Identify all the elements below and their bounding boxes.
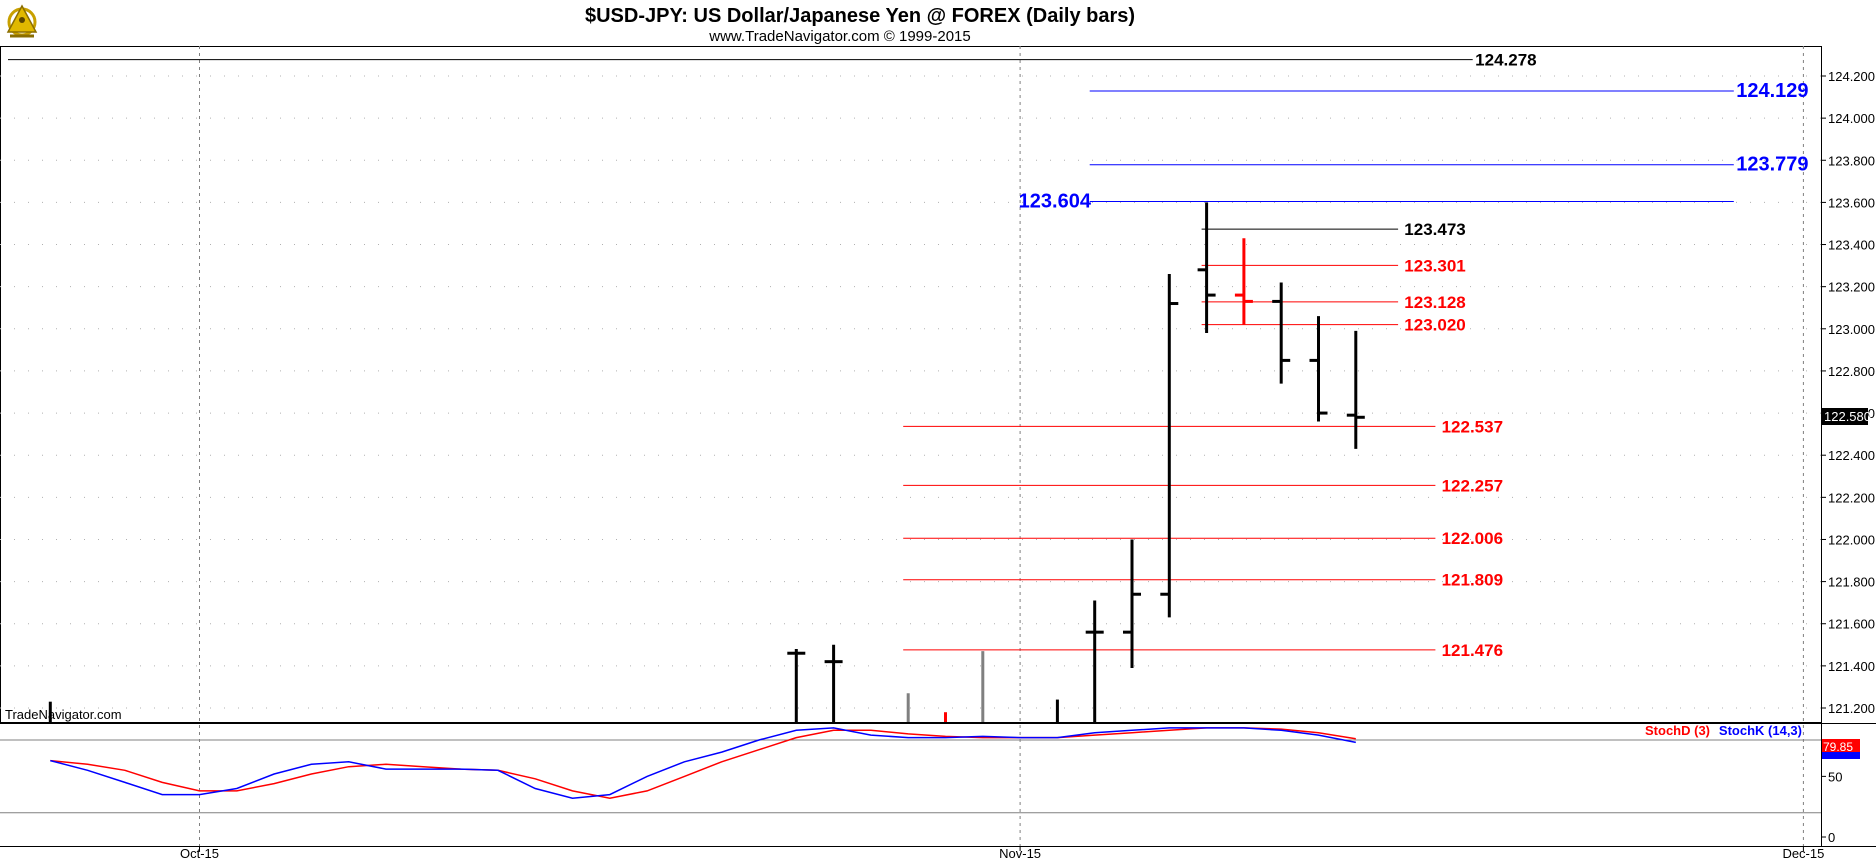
level-label: 123.128 <box>1404 293 1465 312</box>
legend-stochk: StochK (14,3) <box>1719 723 1802 738</box>
stoch-d-line <box>50 727 1356 799</box>
ohlc-bar <box>1309 316 1328 422</box>
stoch-y-tick-label: 0 <box>1828 830 1835 845</box>
y-tick-label: 121.800 <box>1828 575 1875 590</box>
x-tick-label: Dec-15 <box>1782 846 1824 861</box>
level-label: 123.020 <box>1404 316 1465 335</box>
ohlc-bars <box>48 202 1365 722</box>
x-tick-label: Nov-15 <box>999 846 1041 861</box>
level-label: 121.809 <box>1442 571 1503 590</box>
stoch-y-tick-label: 50 <box>1828 769 1842 784</box>
chart-title: $USD-JPY: US Dollar/Japanese Yen @ FOREX… <box>585 5 1135 27</box>
level-label: 123.779 <box>1736 154 1808 176</box>
level-label: 123.473 <box>1404 220 1465 239</box>
date-axis: Oct-15 Nov-15 Dec-15 <box>180 846 1824 861</box>
stoch-last-label: 79.85 <box>1823 740 1853 754</box>
y-tick-label: 121.600 <box>1828 617 1875 632</box>
stoch-k-line <box>50 727 1356 799</box>
level-label: 123.301 <box>1404 256 1465 275</box>
stoch-last-tag-k <box>1822 752 1860 759</box>
y-tick-label: 121.400 <box>1828 659 1875 674</box>
ohlc-bar <box>1272 282 1291 384</box>
chart-subtitle: www.TradeNavigator.com © 1999-2015 <box>708 28 970 45</box>
price-panel-frame <box>0 46 1822 723</box>
y-tick-label: 123.000 <box>1828 322 1875 337</box>
ohlc-bar <box>1123 539 1141 668</box>
ohlc-bar <box>824 644 843 722</box>
watermark: TradeNavigator.com <box>5 707 122 722</box>
last-price-tag <box>1822 408 1868 425</box>
y-tick-label: 123.800 <box>1828 153 1875 168</box>
y-tick-label: 123.400 <box>1828 238 1875 253</box>
legend-stochd: StochD (3) <box>1645 723 1710 738</box>
level-label: 124.278 <box>1475 51 1536 70</box>
y-tick-label: 124.000 <box>1828 111 1875 126</box>
y-tick-label: 122.400 <box>1828 448 1875 463</box>
y-tick-label: 121.200 <box>1828 701 1875 716</box>
level-label: 122.006 <box>1442 529 1503 548</box>
stoch-last-tag <box>1822 739 1860 752</box>
y-tick-label: 122.800 <box>1828 364 1875 379</box>
x-tick-label: Oct-15 <box>180 846 219 861</box>
stochastic-panel: 0 50 <box>0 727 1842 845</box>
y-tick-label: 122.000 <box>1828 532 1875 547</box>
y-tick-label: 124.200 <box>1828 69 1875 84</box>
ohlc-bar <box>1346 330 1365 449</box>
price-axis: 121.200 121.400 121.600 121.800 122.000 122.2… <box>1821 69 1875 716</box>
ohlc-bar <box>1160 274 1179 618</box>
level-label: 122.537 <box>1442 417 1503 436</box>
last-price-label: 122.580 <box>1824 409 1871 424</box>
y-tick-label: 123.600 <box>1828 195 1875 210</box>
y-tick-label: 122.200 <box>1828 490 1875 505</box>
grid <box>0 46 1821 846</box>
ohlc-bar <box>1197 202 1216 334</box>
ohlc-bar <box>787 649 806 722</box>
sextant-logo-icon <box>6 4 38 38</box>
level-label: 122.257 <box>1442 476 1503 495</box>
level-label: 124.129 <box>1736 80 1808 102</box>
fib-levels: 124.278 124.129 123.779 123.604 123.473 123.3… <box>8 51 1809 660</box>
ohlc-bar <box>1085 600 1104 722</box>
level-label: 123.604 <box>1019 191 1092 213</box>
y-tick-label: 123.200 <box>1828 280 1875 295</box>
ohlc-bar <box>1234 238 1253 325</box>
level-label: 121.476 <box>1442 641 1503 660</box>
